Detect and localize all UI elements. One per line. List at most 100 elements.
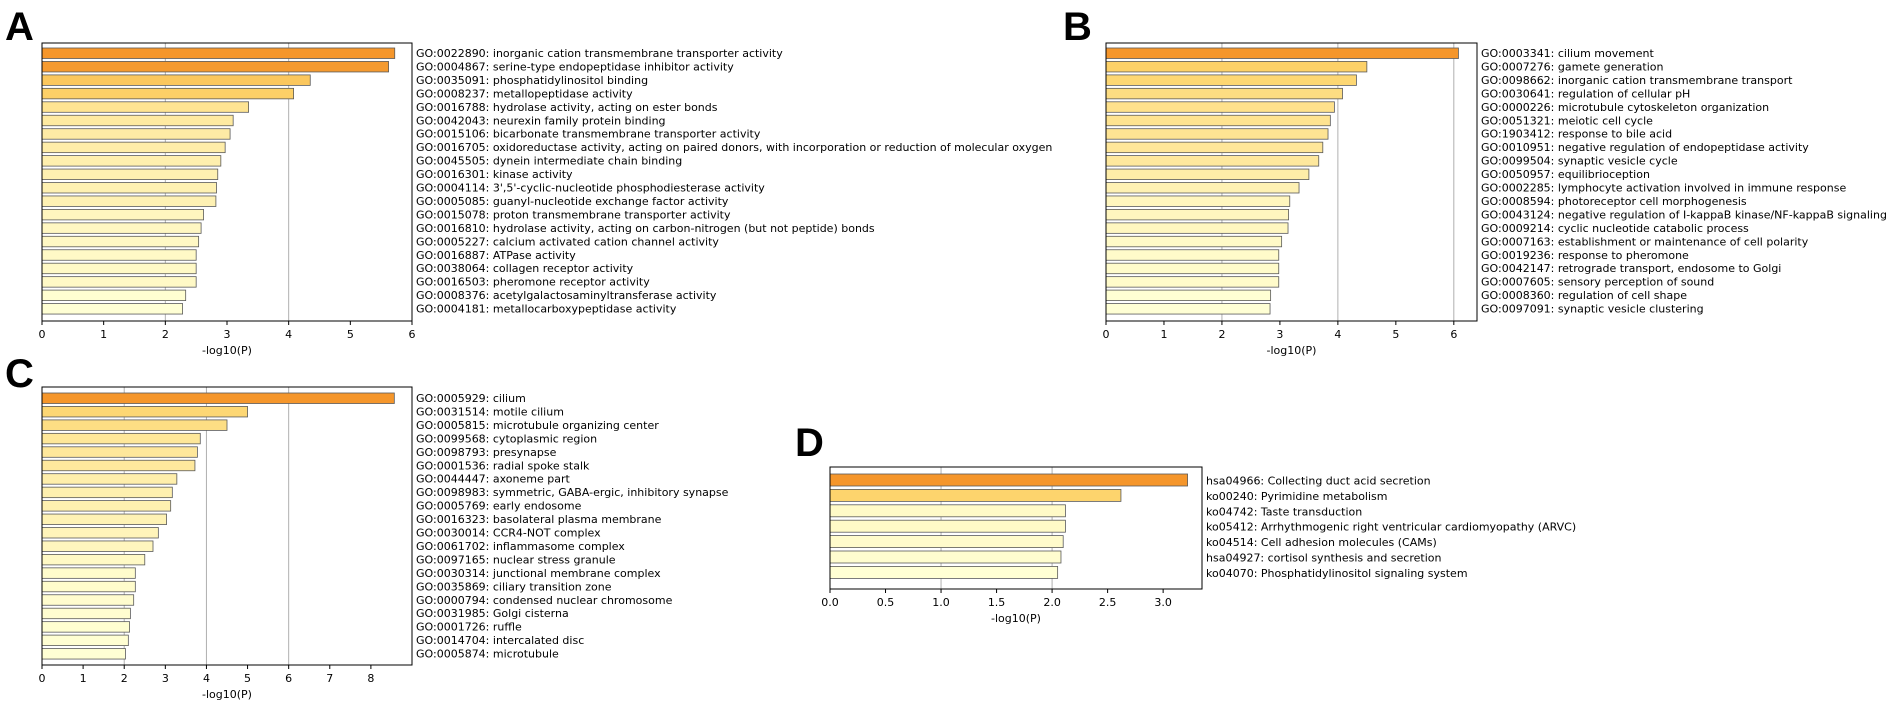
- bar: [41, 486, 173, 499]
- term-label: GO:0050957: equilibrioception: [1481, 168, 1650, 181]
- term-label: GO:0099504: synaptic vesicle cycle: [1481, 155, 1678, 168]
- x-tick-label: 2.5: [1099, 596, 1117, 609]
- term-label: GO:0061702: inflammasome complex: [416, 540, 625, 553]
- term-label: GO:0005815: microtubule organizing cente…: [416, 419, 659, 432]
- bar: [41, 446, 198, 458]
- bar: [41, 303, 184, 315]
- x-tick-label: 3: [162, 672, 169, 685]
- term-label: GO:0008237: metallopeptidase activity: [416, 87, 633, 100]
- bar: [41, 114, 234, 127]
- term-label: GO:0015078: proton transmembrane transpo…: [416, 208, 731, 221]
- bar: [1105, 141, 1324, 154]
- x-tick-label: 5: [347, 328, 354, 341]
- term-label: GO:0051321: meiotic cell cycle: [1481, 114, 1653, 127]
- x-tick-label: 1: [100, 328, 107, 341]
- bar: [41, 47, 396, 59]
- bar: [1105, 87, 1343, 100]
- bar: [1105, 249, 1280, 261]
- x-tick-label: 5: [244, 672, 251, 685]
- term-label: GO:0031985: Golgi cisterna: [416, 607, 569, 620]
- term-label: GO:0016503: pheromone receptor activity: [416, 276, 650, 289]
- bar: [41, 634, 129, 646]
- term-label: GO:0007605: sensory perception of sound: [1481, 276, 1714, 289]
- term-label: GO:0035091: phosphatidylinositol binding: [416, 74, 648, 87]
- term-label: GO:0002285: lymphocyte activation involv…: [1481, 182, 1846, 195]
- bar: [829, 473, 1188, 487]
- term-label: GO:0009214: cyclic nucleotide catabolic …: [1481, 222, 1749, 235]
- bar: [41, 61, 389, 73]
- term-label: GO:0008376: acetylgalactosaminyltransfer…: [416, 289, 717, 302]
- term-label: GO:0098662: inorganic cation transmembra…: [1481, 74, 1793, 87]
- x-tick-label: 0: [39, 672, 46, 685]
- x-tick-label: 3: [224, 328, 231, 341]
- x-tick-label: 8: [367, 672, 374, 685]
- bar: [41, 527, 159, 539]
- bar: [41, 141, 226, 154]
- term-label: ko05412: Arrhythmogenic right ventricula…: [1206, 521, 1576, 534]
- x-tick-label: 1.0: [932, 596, 950, 609]
- bar: [41, 249, 197, 261]
- term-label: GO:0016301: kinase activity: [416, 168, 573, 181]
- bar: [41, 74, 311, 86]
- bar: [41, 182, 217, 194]
- term-label: ko04742: Taste transduction: [1206, 505, 1362, 518]
- panel-letter-d: D: [795, 421, 824, 465]
- term-label: GO:0035869: ciliary transition zone: [416, 580, 612, 593]
- bar: [41, 155, 222, 167]
- term-label: GO:1903412: response to bile acid: [1481, 128, 1672, 141]
- term-label: GO:0000794: condensed nuclear chromosome: [416, 594, 673, 607]
- plot-frame: [1105, 42, 1478, 322]
- term-label: GO:0004181: metallocarboxypeptidase acti…: [416, 303, 677, 316]
- term-label: ko00240: Pyrimidine metabolism: [1206, 490, 1387, 503]
- bar: [1105, 128, 1329, 140]
- x-axis-title: -log10(P): [991, 612, 1041, 625]
- x-tick-label: 3: [1276, 328, 1283, 341]
- panel-letter-a: A: [5, 5, 34, 49]
- term-label: GO:0016810: hydrolase activity, acting o…: [416, 222, 875, 235]
- bar: [1105, 208, 1290, 221]
- bar: [829, 504, 1066, 518]
- bar: [41, 168, 219, 180]
- term-label: ko04514: Cell adhesion molecules (CAMs): [1206, 536, 1437, 549]
- x-tick-label: 7: [326, 672, 333, 685]
- term-label: GO:0016887: ATPase activity: [416, 249, 576, 262]
- term-label: GO:0016788: hydrolase activity, acting o…: [416, 101, 718, 114]
- bar: [41, 276, 197, 288]
- x-axis-title: -log10(P): [1267, 344, 1317, 357]
- bar: [41, 540, 154, 552]
- term-label: GO:0098793: presynapse: [416, 446, 557, 459]
- bar: [41, 87, 295, 100]
- bar: [1105, 195, 1291, 207]
- x-tick-label: 1.5: [988, 596, 1006, 609]
- bar: [41, 222, 202, 234]
- bar: [41, 513, 167, 525]
- bar: [1105, 182, 1300, 194]
- term-label: GO:0001726: ruffle: [416, 621, 522, 634]
- panel-letter-c: C: [5, 352, 34, 396]
- x-tick-label: 2: [162, 328, 169, 341]
- bar: [41, 554, 146, 566]
- term-label: GO:0004867: serine-type endopeptidase in…: [416, 60, 734, 73]
- term-label: GO:0045505: dynein intermediate chain bi…: [416, 155, 682, 168]
- x-tick-label: 0: [1103, 328, 1110, 341]
- bar: [41, 289, 187, 302]
- x-tick-label: 0.0: [821, 596, 839, 609]
- bar: [829, 519, 1066, 533]
- bar: [1105, 235, 1283, 248]
- x-tick-label: 2.0: [1043, 596, 1061, 609]
- term-label: GO:0098983: symmetric, GABA-ergic, inhib…: [416, 486, 729, 499]
- term-label: GO:0001536: radial spoke stalk: [416, 459, 590, 472]
- bar: [41, 594, 135, 606]
- x-tick-label: 4: [203, 672, 210, 685]
- x-tick-label: 2: [121, 672, 128, 685]
- bar: [829, 488, 1122, 502]
- bar: [1105, 47, 1459, 59]
- term-label: GO:0015106: bicarbonate transmembrane tr…: [416, 128, 761, 141]
- x-tick-label: 0.5: [877, 596, 895, 609]
- bar: [41, 235, 200, 248]
- bar: [41, 128, 231, 140]
- bar: [41, 419, 228, 431]
- bar: [41, 195, 217, 207]
- term-label: GO:0005085: guanyl-nucleotide exchange f…: [416, 195, 729, 208]
